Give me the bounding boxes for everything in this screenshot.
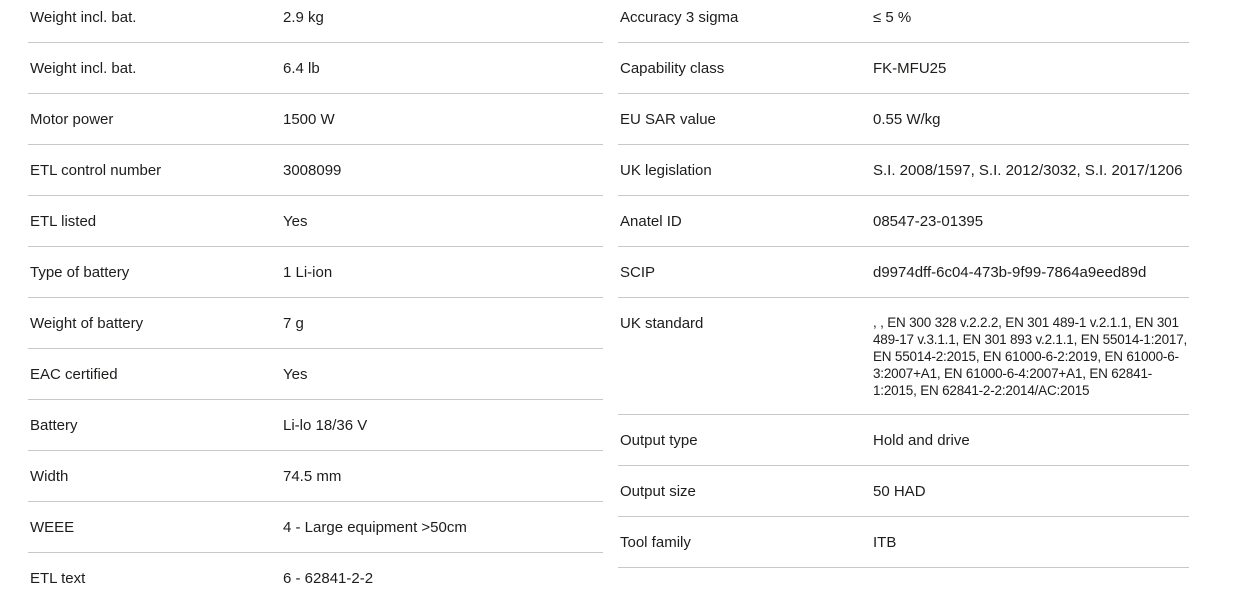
spec-value: 08547-23-01395 bbox=[873, 213, 984, 230]
spec-label: Tool family bbox=[620, 534, 691, 551]
spec-value: 6.4 lb bbox=[283, 60, 320, 77]
spec-value: Hold and drive bbox=[873, 432, 970, 449]
spec-table-right-column: Accuracy 3 sigma ≤ 5 % Capability class … bbox=[618, 0, 1189, 568]
spec-value: 3008099 bbox=[283, 162, 342, 179]
spec-label: WEEE bbox=[30, 519, 75, 536]
spec-value: 74.5 mm bbox=[283, 468, 342, 485]
spec-value: 1 Li-ion bbox=[283, 264, 333, 281]
spec-row-etl-control-number: ETL control number 3008099 bbox=[28, 145, 603, 196]
spec-row-output-size: Output size 50 HAD bbox=[618, 466, 1189, 517]
spec-label: EU SAR value bbox=[620, 111, 716, 128]
spec-label: Accuracy 3 sigma bbox=[620, 9, 739, 26]
spec-row-accuracy-3-sigma: Accuracy 3 sigma ≤ 5 % bbox=[618, 0, 1189, 43]
spec-row-weight-incl-bat-lb: Weight incl. bat. 6.4 lb bbox=[28, 43, 603, 94]
spec-row-weee: WEEE 4 - Large equipment >50cm bbox=[28, 502, 603, 553]
spec-row-eu-sar-value: EU SAR value 0.55 W/kg bbox=[618, 94, 1189, 145]
spec-label: Anatel ID bbox=[620, 213, 682, 230]
spec-label: Battery bbox=[30, 417, 78, 434]
spec-label: Output type bbox=[620, 432, 698, 449]
spec-label: Width bbox=[30, 468, 69, 485]
spec-row-scip: SCIP d9974dff-6c04-473b-9f99-7864a9eed89… bbox=[618, 247, 1189, 298]
spec-row-weight-incl-bat-kg: Weight incl. bat. 2.9 kg bbox=[28, 0, 603, 43]
spec-label: ETL control number bbox=[30, 162, 162, 179]
spec-value: 7 g bbox=[283, 315, 304, 332]
spec-label: ETL listed bbox=[30, 213, 97, 230]
spec-label: ETL text bbox=[30, 570, 86, 587]
spec-value: Yes bbox=[283, 366, 308, 383]
spec-value: , , EN 300 328 v.2.2.2, EN 301 489-1 v.2… bbox=[873, 315, 1188, 398]
spec-row-output-type: Output type Hold and drive bbox=[618, 415, 1189, 466]
spec-value: 4 - Large equipment >50cm bbox=[283, 519, 467, 536]
spec-row-motor-power: Motor power 1500 W bbox=[28, 94, 603, 145]
spec-row-etl-text: ETL text 6 - 62841-2-2 bbox=[28, 553, 603, 596]
spec-value: Yes bbox=[283, 213, 308, 230]
spec-row-width: Width 74.5 mm bbox=[28, 451, 603, 502]
spec-row-capability-class: Capability class FK-MFU25 bbox=[618, 43, 1189, 94]
spec-label: Output size bbox=[620, 483, 696, 500]
spec-label: Capability class bbox=[620, 60, 725, 77]
spec-value: d9974dff-6c04-473b-9f99-7864a9eed89d bbox=[873, 264, 1147, 281]
spec-label: UK standard bbox=[620, 315, 704, 332]
spec-row-uk-standard: UK standard , , EN 300 328 v.2.2.2, EN 3… bbox=[618, 298, 1189, 415]
spec-value: 50 HAD bbox=[873, 483, 926, 500]
spec-row-anatel-id: Anatel ID 08547-23-01395 bbox=[618, 196, 1189, 247]
spec-label: Weight incl. bat. bbox=[30, 9, 137, 26]
spec-row-tool-family: Tool family ITB bbox=[618, 517, 1189, 568]
spec-label: Type of battery bbox=[30, 264, 130, 281]
spec-label: Motor power bbox=[30, 111, 114, 128]
spec-table-left-column: Weight incl. bat. 2.9 kg Weight incl. ba… bbox=[28, 0, 603, 596]
spec-value: S.I. 2008/1597, S.I. 2012/3032, S.I. 201… bbox=[873, 162, 1183, 179]
spec-label: UK legislation bbox=[620, 162, 712, 179]
spec-label: SCIP bbox=[620, 264, 656, 281]
spec-label: Weight of battery bbox=[30, 315, 144, 332]
spec-label: EAC certified bbox=[30, 366, 118, 383]
spec-label: Weight incl. bat. bbox=[30, 60, 137, 77]
spec-row-etl-listed: ETL listed Yes bbox=[28, 196, 603, 247]
spec-row-uk-legislation: UK legislation S.I. 2008/1597, S.I. 2012… bbox=[618, 145, 1189, 196]
spec-value: ITB bbox=[873, 534, 897, 551]
spec-row-battery: Battery Li-lo 18/36 V bbox=[28, 400, 603, 451]
spec-value: Li-lo 18/36 V bbox=[283, 417, 368, 434]
spec-value: FK-MFU25 bbox=[873, 60, 947, 77]
spec-row-weight-of-battery: Weight of battery 7 g bbox=[28, 298, 603, 349]
spec-value: ≤ 5 % bbox=[873, 9, 912, 26]
spec-value: 0.55 W/kg bbox=[873, 111, 941, 128]
spec-row-eac-certified: EAC certified Yes bbox=[28, 349, 603, 400]
spec-value: 6 - 62841-2-2 bbox=[283, 570, 374, 587]
spec-row-type-of-battery: Type of battery 1 Li-ion bbox=[28, 247, 603, 298]
spec-value: 1500 W bbox=[283, 111, 335, 128]
spec-value: 2.9 kg bbox=[283, 9, 324, 26]
